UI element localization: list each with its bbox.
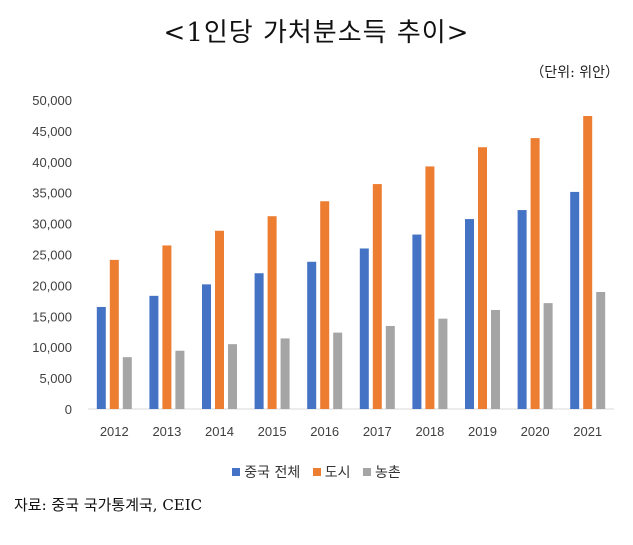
y-tick-label: 35,000	[32, 186, 72, 201]
x-tick-label: 2015	[258, 424, 287, 439]
bar-china	[254, 273, 264, 409]
unit-label: （단위: 위안）	[530, 65, 619, 81]
chart-title: <1인당 가처분소득 추이>	[163, 18, 470, 48]
bar-urban	[109, 259, 119, 409]
y-tick-label: 45,000	[32, 124, 72, 139]
x-tick-label: 2017	[363, 424, 392, 439]
bar-urban	[425, 166, 435, 409]
x-tick-label: 2019	[468, 424, 497, 439]
x-tick-label: 2020	[521, 424, 550, 439]
bar-china	[412, 234, 422, 409]
bar-china	[517, 210, 527, 409]
y-tick-label: 40,000	[32, 155, 72, 170]
legend-label-china: 중국 전체	[244, 465, 301, 481]
y-tick-label: 30,000	[32, 217, 72, 232]
bar-rural	[438, 318, 448, 409]
bar-chart: 0 5,000 10,000 15,000 20,000 25,000 30,000 35,0…	[32, 93, 614, 439]
bar-urban	[162, 245, 172, 409]
bar-china	[96, 306, 106, 409]
y-tick-label: 5,000	[39, 371, 72, 386]
bar-china	[149, 295, 159, 409]
legend-item-rural: 농촌	[362, 462, 401, 482]
bar-china	[359, 248, 369, 409]
y-tick-label: 20,000	[32, 278, 72, 293]
legend-item-urban: 도시	[312, 462, 351, 482]
x-tick-label: 2012	[100, 424, 129, 439]
x-tick-label: 2018	[415, 424, 444, 439]
bar-rural	[175, 350, 185, 409]
legend-swatch-urban	[312, 468, 321, 476]
bar-rural	[122, 357, 132, 409]
x-tick-label: 2013	[152, 424, 181, 439]
bar-urban	[215, 230, 224, 409]
y-tick-label: 50,000	[32, 93, 72, 108]
source-note: 자료: 중국 국가통계국, CEIC	[14, 496, 203, 514]
y-tick-label: 0	[65, 402, 72, 417]
bar-urban	[320, 201, 330, 409]
legend: 중국 전체 도시 농촌	[0, 462, 633, 482]
bar-rural	[333, 332, 343, 409]
bar-rural	[228, 344, 237, 409]
y-tick-label: 25,000	[32, 248, 72, 263]
bar-china	[202, 284, 211, 409]
bar-rural	[280, 338, 290, 409]
y-tick-label: 10,000	[32, 340, 72, 355]
bar-rural	[491, 309, 500, 409]
y-tick-label: 15,000	[32, 309, 72, 324]
bar-china	[307, 261, 317, 409]
legend-label-urban: 도시	[324, 465, 351, 481]
x-tick-label: 2021	[573, 424, 602, 439]
legend-item-china: 중국 전체	[232, 462, 300, 482]
bar-urban	[583, 115, 593, 409]
legend-label-rural: 농촌	[374, 465, 401, 481]
bar-urban	[267, 216, 277, 409]
bar-urban	[478, 147, 487, 409]
bar-china	[570, 191, 580, 409]
bar-urban	[372, 184, 382, 409]
bar-rural	[385, 325, 395, 409]
bar-urban	[530, 138, 540, 409]
bar-rural	[543, 303, 553, 409]
legend-swatch-china	[232, 468, 241, 476]
bar-rural	[596, 292, 606, 409]
legend-swatch-rural	[362, 468, 371, 476]
x-tick-label: 2016	[310, 424, 339, 439]
x-tick-label: 2014	[205, 424, 234, 439]
bar-china	[465, 219, 474, 409]
